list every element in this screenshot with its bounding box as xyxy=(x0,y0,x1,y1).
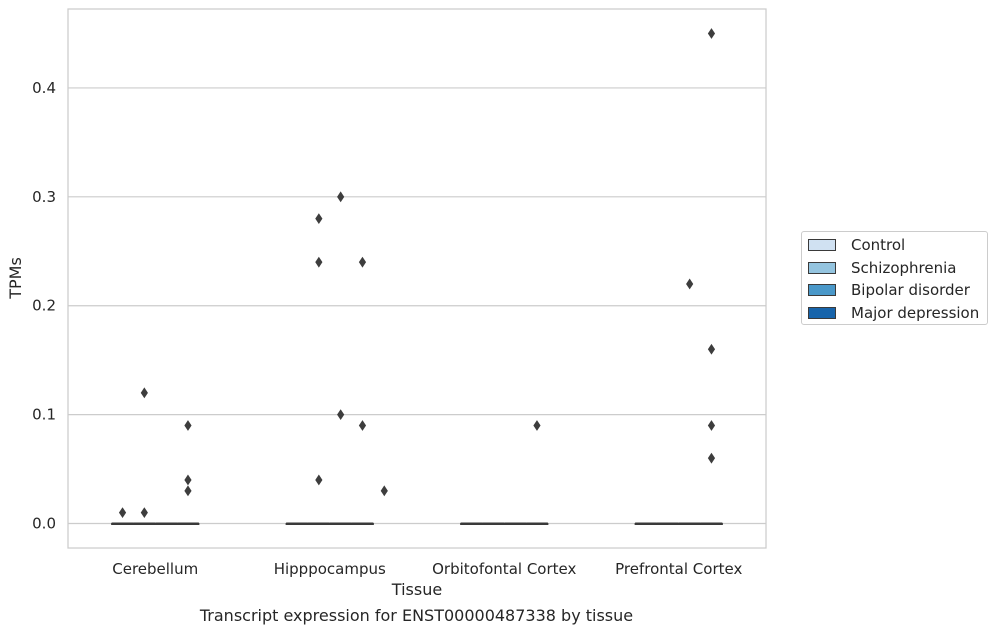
legend-label: Bipolar disorder xyxy=(851,281,970,299)
legend-item: Control xyxy=(808,236,905,254)
x-tick-label: Hipppocampus xyxy=(274,560,386,578)
grid-lines xyxy=(68,87,766,525)
legend-label: Major depression xyxy=(851,303,980,322)
outlier-point xyxy=(140,507,148,519)
outlier-point xyxy=(358,420,367,431)
legend-item: Major depression xyxy=(808,304,979,322)
y-tick-label: 0.4 xyxy=(32,79,56,97)
outlier-point xyxy=(184,420,192,431)
legend-item: Schizophrenia xyxy=(808,259,956,277)
legend-swatch xyxy=(808,284,836,296)
legend-label: Control xyxy=(851,236,906,254)
x-tick-labels: Cerebellum Hipppocampus Orbitofontal Corte… xyxy=(112,560,742,578)
outlier-point xyxy=(337,191,345,203)
outlier-point xyxy=(380,485,388,497)
outlier-point xyxy=(707,420,716,431)
legend: Control Schizophrenia Bipolar disorder Majo… xyxy=(801,231,988,325)
outlier-point xyxy=(184,474,192,486)
outlier-point xyxy=(707,343,716,355)
legend-swatch xyxy=(808,306,836,319)
legend-swatch xyxy=(808,239,836,251)
outlier-layer xyxy=(118,28,716,519)
plot-frame xyxy=(67,8,767,549)
x-tick-label: Prefrontal Cortex xyxy=(615,560,742,578)
x-tick-label: Cerebellum xyxy=(112,560,198,578)
y-tick-label: 0.1 xyxy=(32,406,56,424)
outlier-point xyxy=(118,507,127,519)
y-tick-label: 0.0 xyxy=(32,515,56,533)
chart-caption: Transcript expression for ENST0000048733… xyxy=(199,606,634,625)
outlier-point xyxy=(533,420,541,431)
legend-item: Bipolar disorder xyxy=(808,281,970,299)
x-tick-label: Orbitofontal Cortex xyxy=(432,560,576,578)
y-axis-label: TPMs xyxy=(6,257,25,300)
outlier-point xyxy=(358,256,367,268)
x-axis-label: Tissue xyxy=(391,580,442,599)
y-tick-labels: 0.0 0.1 0.2 0.3 0.4 xyxy=(32,79,56,533)
outlier-point xyxy=(337,409,345,421)
y-tick-label: 0.3 xyxy=(32,188,56,206)
outlier-point xyxy=(686,278,694,290)
box-layer xyxy=(111,522,723,525)
outlier-point xyxy=(140,387,148,399)
outlier-point xyxy=(184,485,192,497)
outlier-point xyxy=(707,28,716,39)
outlier-point xyxy=(315,213,323,225)
outlier-point xyxy=(315,256,323,268)
legend-swatch xyxy=(808,261,836,274)
outlier-point xyxy=(707,452,716,464)
legend-label: Schizophrenia xyxy=(851,258,957,277)
y-tick-label: 0.2 xyxy=(32,297,56,315)
outlier-point xyxy=(315,474,323,486)
